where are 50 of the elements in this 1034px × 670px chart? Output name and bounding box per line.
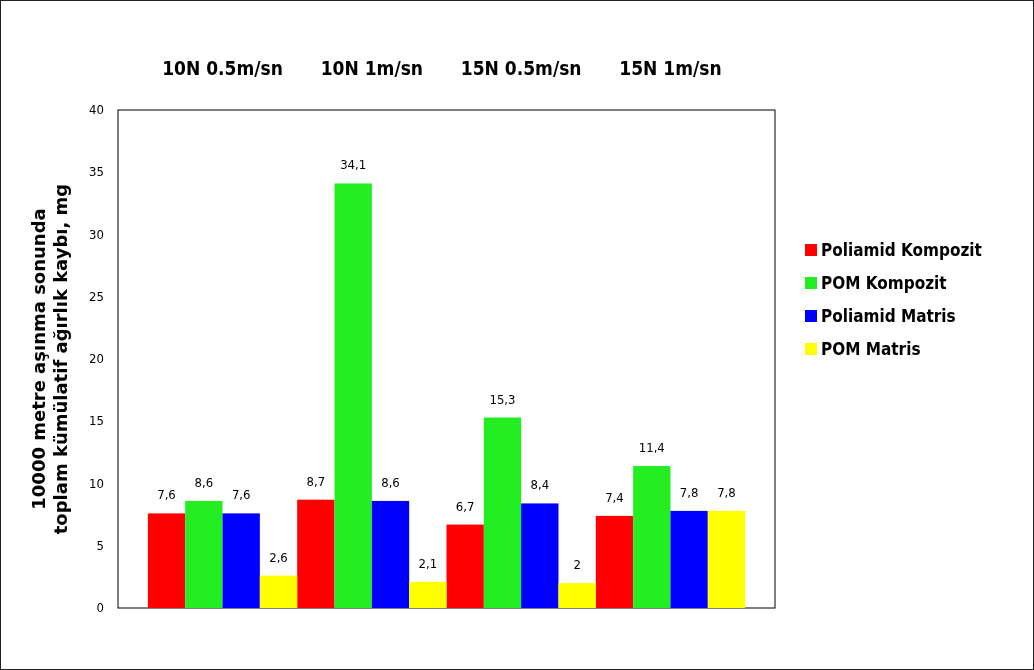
bar [222, 513, 260, 608]
x-tick-label: 15N 0.5m/sn [460, 57, 582, 79]
y-tick-label: 25 [89, 288, 104, 304]
data-label: 7,6 [157, 487, 176, 503]
bar [707, 510, 746, 608]
y-tick-label: 5 [96, 537, 104, 553]
bar [147, 513, 186, 608]
data-label: 7,8 [679, 484, 699, 500]
y-tick-label: 0 [96, 600, 104, 615]
data-label: 8,6 [381, 474, 400, 490]
x-tick-label: 15N 1m/sn [619, 57, 722, 79]
bar [409, 581, 447, 608]
legend-label: POM Kompozit [821, 273, 947, 293]
data-label: 7,4 [605, 489, 624, 505]
y-tick-label: 20 [89, 351, 104, 366]
data-label: 8,6 [194, 474, 214, 490]
data-label: 6,7 [455, 498, 475, 514]
bar [595, 515, 634, 608]
data-label: 2,6 [269, 549, 288, 565]
data-label: 8,7 [306, 473, 326, 489]
y-axis-title: 10000 metre aşınma sonunda toplam kümülatif ağırlık kaybı, mg [28, 183, 71, 535]
data-label: 15,3 [489, 391, 516, 407]
x-tick-label: 10N 0.5m/sn [162, 57, 283, 79]
y-tick-label: 30 [89, 226, 104, 242]
data-label: 34,1 [340, 157, 367, 173]
bar [558, 583, 596, 608]
data-label: 7,6 [231, 487, 251, 503]
bar [446, 524, 484, 608]
data-label: 7,8 [717, 484, 736, 500]
y-tick-label: 10 [89, 475, 104, 491]
bar [483, 417, 522, 608]
bar [259, 575, 298, 608]
bar [334, 183, 372, 608]
legend-label: Poliamid Kompozit [821, 240, 982, 260]
legend-label: POM Matris [821, 339, 921, 359]
data-label: 2,1 [418, 555, 438, 571]
x-tick-label: 10N 1m/sn [320, 57, 424, 79]
y-tick-label: 15 [89, 413, 104, 429]
bar [633, 466, 671, 608]
data-label: 8,4 [530, 477, 550, 493]
data-label: 2 [573, 557, 581, 573]
bar [670, 510, 708, 608]
bar [521, 503, 559, 608]
data-label: 11,4 [638, 440, 665, 456]
bar [371, 500, 410, 608]
bar [297, 499, 335, 608]
y-tick-label: 40 [89, 102, 104, 117]
legend-label: Poliamid Matris [821, 306, 956, 326]
y-tick-label: 35 [89, 164, 104, 180]
bar [185, 500, 223, 608]
